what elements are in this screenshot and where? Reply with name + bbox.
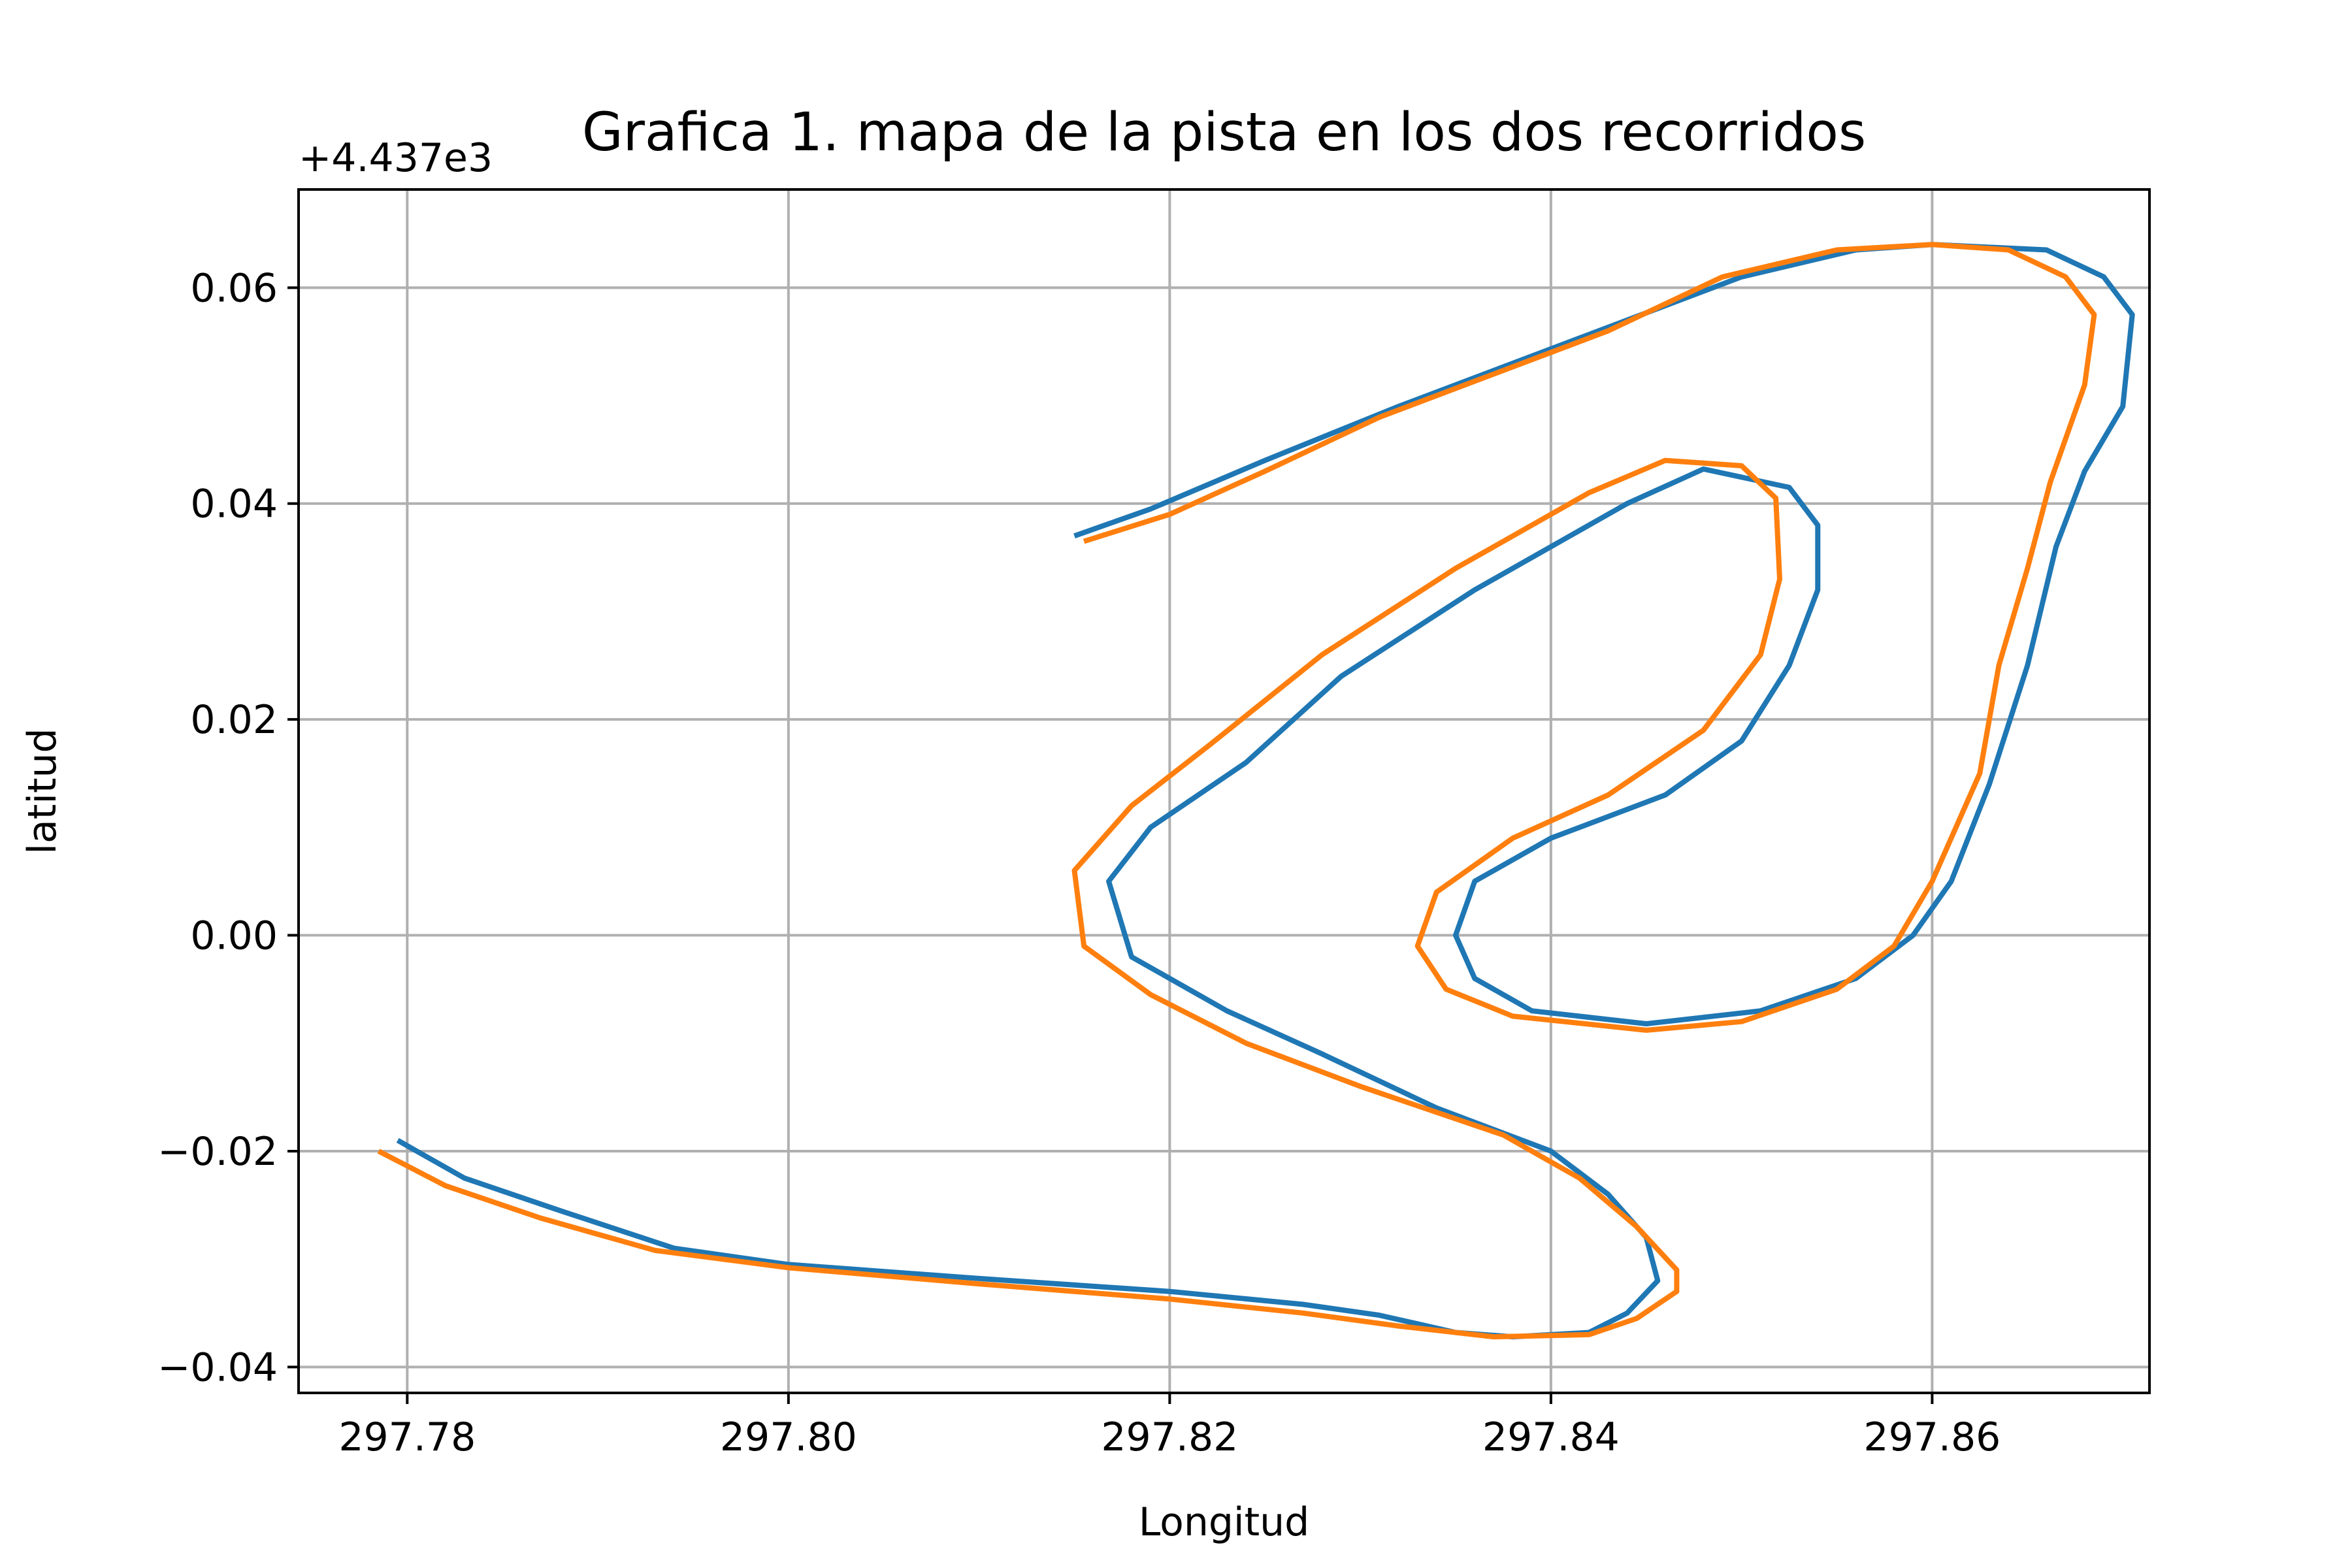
y-tick-label: −0.02: [157, 1129, 278, 1175]
y-tick-label: −0.04: [157, 1345, 278, 1390]
y-tick-label: 0.02: [190, 697, 278, 743]
x-tick-label: 297.78: [338, 1414, 476, 1460]
series-line-2: [377, 242, 2097, 1340]
y-axis-label: latitud: [20, 728, 65, 854]
grid: [299, 189, 2149, 1393]
chart-title: Grafica 1. mapa de la pista en los dos r…: [582, 102, 1866, 163]
x-axis-label: Longitud: [1139, 1499, 1310, 1545]
y-tick-label: 0.00: [190, 913, 278, 959]
ticks: 297.78 297.80 297.82 297.84 297.86 −0.04 −0.02…: [157, 265, 2001, 1460]
y-tick-label: 0.04: [190, 482, 278, 527]
plot-frame: [297, 188, 2151, 1394]
y-offset-label: +4.437e3: [299, 135, 493, 181]
y-tick-label: 0.06: [190, 265, 278, 311]
x-tick-label: 297.80: [720, 1414, 857, 1460]
x-tick-label: 297.86: [1863, 1414, 2001, 1460]
x-tick-label: 297.82: [1101, 1414, 1238, 1460]
series-group: [377, 242, 2135, 1340]
x-tick-label: 297.84: [1482, 1414, 1620, 1460]
